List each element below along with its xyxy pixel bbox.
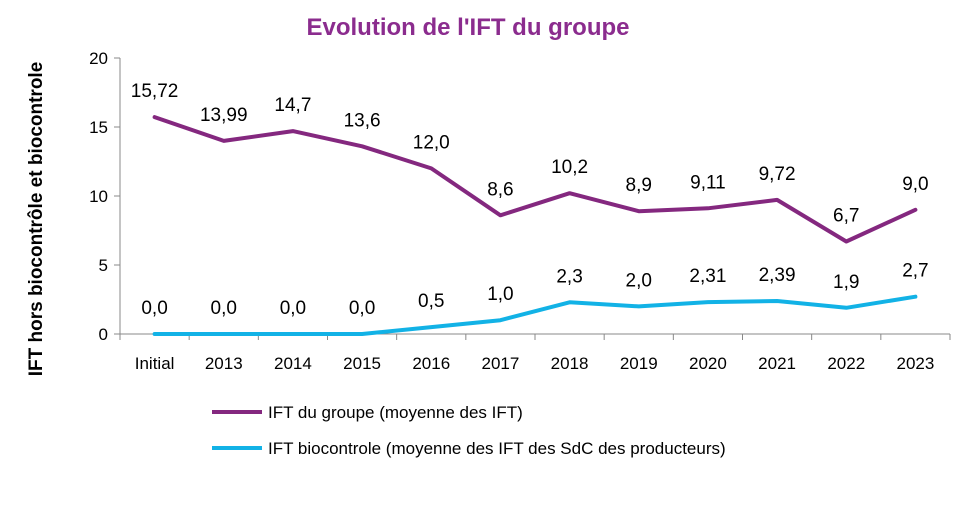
axes: 0 5 10 15 20 Initial 2013 2014 2015 2016 2017 2018 2…	[89, 49, 951, 373]
data-label-ift-biocontrole: 2,7	[902, 261, 928, 282]
data-label-ift-groupe: 9,0	[902, 174, 928, 195]
data-label-ift-biocontrole: 0,0	[280, 298, 306, 319]
data-label-ift-groupe: 8,6	[487, 179, 513, 200]
data-label-ift-groupe: 6,7	[833, 206, 859, 227]
y-tick-label: 5	[99, 256, 108, 275]
x-tick-label: 2015	[343, 354, 381, 373]
data-label-ift-groupe: 13,6	[344, 110, 381, 131]
x-tick-label: 2018	[551, 354, 589, 373]
y-axis-label: IFT hors biocontrôle et biocontrole	[26, 62, 47, 377]
y-tick-label: 10	[89, 187, 108, 206]
data-label-ift-groupe: 9,11	[690, 172, 726, 193]
x-tick-label: 2023	[897, 354, 935, 373]
data-label-ift-biocontrole: 2,39	[759, 265, 796, 286]
y-tick-label: 15	[89, 118, 108, 137]
x-tick-label: 2019	[620, 354, 658, 373]
series-line-ift-groupe	[152, 115, 918, 244]
data-label-ift-groupe: 9,72	[759, 164, 796, 185]
data-label-ift-biocontrole: 0,0	[141, 298, 167, 319]
chart-title: Evolution de l'IFT du groupe	[306, 14, 629, 41]
data-label-ift-biocontrole: 2,0	[626, 270, 652, 291]
data-labels: 15,72 13,99 14,7 13,6 12,0 8,6 10,2 8,9 9,11 9,72…	[131, 81, 929, 319]
x-tick-label: 2021	[758, 354, 796, 373]
x-tick-label: 2013	[205, 354, 243, 373]
series-line-ift-biocontrole	[152, 294, 918, 336]
data-label-ift-groupe: 12,0	[413, 132, 450, 153]
data-label-ift-biocontrole: 0,0	[349, 298, 375, 319]
data-label-ift-groupe: 10,2	[551, 157, 588, 178]
data-label-ift-biocontrole: 1,9	[833, 272, 859, 293]
y-tick-label: 20	[89, 49, 108, 68]
data-label-ift-biocontrole: 0,0	[211, 298, 237, 319]
series-layer	[152, 115, 918, 336]
y-tick-label: 0	[99, 325, 108, 344]
legend: IFT du groupe (moyenne des IFT) IFT bioco…	[212, 403, 726, 458]
data-label-ift-biocontrole: 0,5	[418, 291, 444, 312]
data-label-ift-biocontrole: 1,0	[487, 284, 513, 305]
legend-label-ift-groupe: IFT du groupe (moyenne des IFT)	[268, 403, 523, 422]
data-label-ift-groupe: 8,9	[626, 175, 652, 196]
x-tick-label: 2017	[482, 354, 520, 373]
x-tick-label: 2022	[827, 354, 865, 373]
legend-label-ift-biocontrole: IFT biocontrole (moyenne des IFT des SdC…	[268, 439, 726, 458]
data-label-ift-groupe: 13,99	[200, 105, 248, 126]
x-tick-label: 2016	[412, 354, 450, 373]
x-tick-label: 2014	[274, 354, 312, 373]
x-tick-label: 2020	[689, 354, 727, 373]
data-label-ift-biocontrole: 2,3	[556, 266, 582, 287]
data-label-ift-groupe: 15,72	[131, 81, 179, 102]
data-label-ift-biocontrole: 2,31	[689, 266, 726, 287]
x-tick-label: Initial	[135, 354, 175, 373]
data-label-ift-groupe: 14,7	[274, 95, 311, 116]
